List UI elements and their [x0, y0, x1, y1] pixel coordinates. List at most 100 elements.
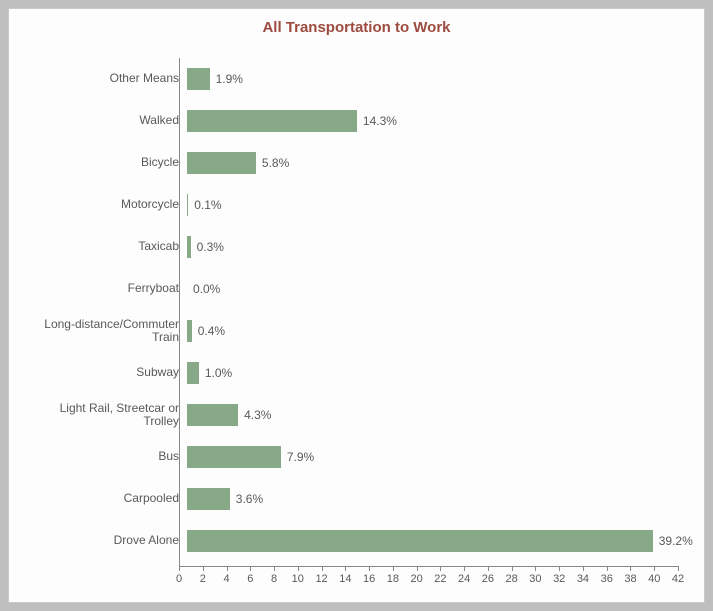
x-tick-label: 4	[223, 573, 229, 585]
category-label: Subway	[9, 366, 187, 379]
x-tick-label: 28	[506, 573, 518, 585]
x-tick-mark	[440, 566, 441, 571]
x-tick-mark	[464, 566, 465, 571]
bar-row: Bicycle 5.8%	[9, 152, 704, 174]
value-label: 1.9%	[210, 72, 243, 86]
bar-cell: 0.0%	[187, 278, 678, 300]
bar-row: Other Means 1.9%	[9, 68, 704, 90]
bar-cell: 0.4%	[187, 320, 678, 342]
category-label: Drove Alone	[9, 534, 187, 547]
value-label: 0.4%	[192, 324, 225, 338]
bar-row: Light Rail, Streetcar or Trolley 4.3%	[9, 404, 704, 426]
value-label: 0.1%	[188, 198, 221, 212]
x-tick-mark	[298, 566, 299, 571]
bar-row: Motorcycle0.1%	[9, 194, 704, 216]
bar-row: Ferryboat0.0%	[9, 278, 704, 300]
x-tick-label: 0	[176, 573, 182, 585]
category-label: Long-distance/Commuter Train	[9, 318, 187, 344]
x-tick-label: 34	[577, 573, 589, 585]
x-tick-label: 30	[529, 573, 541, 585]
bar-cell: 1.0%	[187, 362, 678, 384]
category-label: Bicycle	[9, 156, 187, 169]
bar-cell: 7.9%	[187, 446, 678, 468]
category-label: Motorcycle	[9, 198, 187, 211]
x-tick-label: 16	[363, 573, 375, 585]
x-tick-mark	[630, 566, 631, 571]
bar-row: Bus 7.9%	[9, 446, 704, 468]
bar-cell: 0.1%	[187, 194, 678, 216]
value-label: 4.3%	[238, 408, 271, 422]
x-tick-mark	[654, 566, 655, 571]
x-tick-label: 18	[387, 573, 399, 585]
x-tick-label: 32	[553, 573, 565, 585]
x-tick-label: 22	[434, 573, 446, 585]
x-tick-mark	[250, 566, 251, 571]
value-label: 0.0%	[187, 282, 220, 296]
bar	[187, 362, 199, 384]
value-label: 39.2%	[653, 534, 693, 548]
bar-cell: 39.2%	[187, 530, 693, 552]
plot-area: Other Means 1.9% Walked14.3% Bicycle 5.8% Mot…	[9, 40, 704, 596]
bar-cell: 14.3%	[187, 110, 678, 132]
category-label: Other Means	[9, 72, 187, 85]
value-label: 0.3%	[191, 240, 224, 254]
value-label: 14.3%	[357, 114, 397, 128]
x-tick-label: 14	[339, 573, 351, 585]
bar-cell: 4.3%	[187, 404, 678, 426]
x-tick-mark	[322, 566, 323, 571]
x-tick-label: 26	[482, 573, 494, 585]
x-tick-label: 40	[648, 573, 660, 585]
bar	[187, 152, 256, 174]
bar	[187, 530, 653, 552]
x-tick-mark	[345, 566, 346, 571]
category-label: Light Rail, Streetcar or Trolley	[9, 402, 187, 428]
category-label: Ferryboat	[9, 282, 187, 295]
x-tick-label: 6	[247, 573, 253, 585]
category-label: Bus	[9, 450, 187, 463]
x-tick-mark	[512, 566, 513, 571]
x-tick-mark	[535, 566, 536, 571]
value-label: 1.0%	[199, 366, 232, 380]
x-tick-mark	[583, 566, 584, 571]
value-label: 5.8%	[256, 156, 289, 170]
x-tick-label: 36	[601, 573, 613, 585]
x-tick-label: 2	[200, 573, 206, 585]
bar-cell: 0.3%	[187, 236, 678, 258]
x-tick-mark	[607, 566, 608, 571]
category-label: Carpooled	[9, 492, 187, 505]
x-tick-mark	[203, 566, 204, 571]
x-tick-mark	[678, 566, 679, 571]
x-tick-label: 24	[458, 573, 470, 585]
bar-row: Taxicab 0.3%	[9, 236, 704, 258]
bar	[187, 68, 210, 90]
bar	[187, 488, 230, 510]
x-tick-mark	[227, 566, 228, 571]
bar-row: Walked14.3%	[9, 110, 704, 132]
bar-row: Drove Alone 39.2%	[9, 530, 704, 552]
chart-card: All Transportation to Work Other Means 1.…	[8, 8, 705, 603]
x-tick-label: 38	[624, 573, 636, 585]
value-label: 7.9%	[281, 450, 314, 464]
bar-cell: 3.6%	[187, 488, 678, 510]
bar	[187, 110, 357, 132]
x-tick-label: 10	[292, 573, 304, 585]
x-axis-line	[179, 566, 678, 567]
x-tick-label: 20	[410, 573, 422, 585]
bar-cell: 1.9%	[187, 68, 678, 90]
x-tick-label: 12	[315, 573, 327, 585]
bar-row: Subway 1.0%	[9, 362, 704, 384]
x-tick-mark	[274, 566, 275, 571]
category-label: Taxicab	[9, 240, 187, 253]
bar-row: Carpooled 3.6%	[9, 488, 704, 510]
bar	[187, 446, 281, 468]
x-tick-label: 42	[672, 573, 684, 585]
bar-cell: 5.8%	[187, 152, 678, 174]
x-tick-mark	[488, 566, 489, 571]
x-tick-mark	[393, 566, 394, 571]
x-tick-mark	[417, 566, 418, 571]
value-label: 3.6%	[230, 492, 263, 506]
bar	[187, 404, 238, 426]
x-tick-label: 8	[271, 573, 277, 585]
chart-title: All Transportation to Work	[9, 9, 704, 40]
page-background: All Transportation to Work Other Means 1.…	[0, 0, 713, 611]
